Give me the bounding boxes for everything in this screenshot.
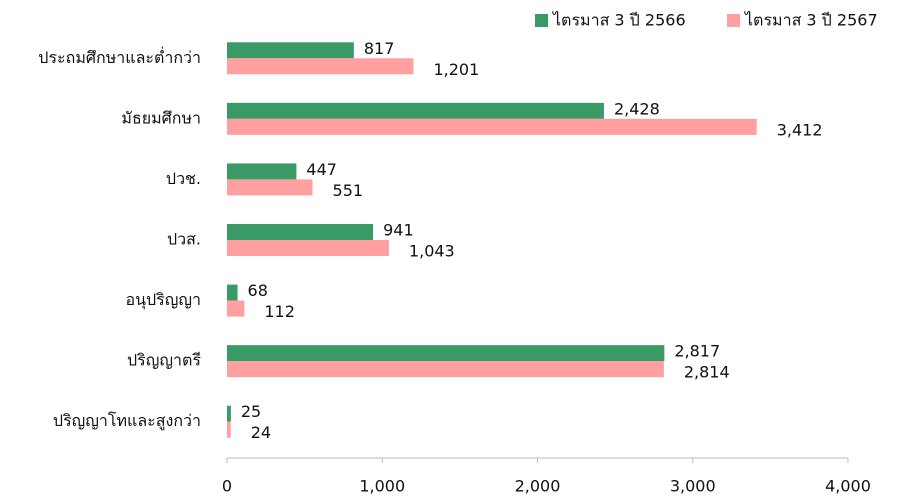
value-label: 2,817 <box>674 342 720 361</box>
y-tick-label: อนุปริญญา <box>125 290 201 310</box>
bar <box>227 421 231 438</box>
x-tick-label: 2,000 <box>515 477 561 496</box>
legend-label: ไตรมาส 3 ปี 2567 <box>743 11 878 30</box>
bar <box>227 42 354 59</box>
bar <box>227 224 374 240</box>
value-label: 2,428 <box>614 99 660 118</box>
x-tick-label: 1,000 <box>359 477 405 496</box>
value-label: 551 <box>333 181 364 200</box>
y-tick-label: ปวช. <box>166 169 201 188</box>
bar <box>227 284 238 301</box>
bar <box>227 102 604 119</box>
legend-label: ไตรมาส 3 ปี 2566 <box>551 11 686 30</box>
bar <box>227 345 665 362</box>
bar <box>227 163 297 180</box>
value-label: 2,814 <box>684 363 730 382</box>
bar <box>227 179 313 196</box>
value-label: 817 <box>364 39 395 58</box>
bar <box>227 118 757 135</box>
y-tick-label: ปวส. <box>167 230 201 249</box>
value-label: 25 <box>241 402 261 421</box>
bar <box>227 361 664 378</box>
value-label: 1,201 <box>433 60 479 79</box>
y-tick-label: มัธยมศึกษา <box>121 108 201 127</box>
x-tick-label: 4,000 <box>825 477 871 496</box>
legend-swatch <box>535 14 548 27</box>
value-label: 112 <box>264 302 295 321</box>
y-tick-label: ปริญญาตรี <box>127 351 201 370</box>
x-tick-label: 3,000 <box>670 477 716 496</box>
legend-swatch <box>727 14 740 27</box>
y-tick-label: ประถมศึกษาและต่ำกว่า <box>38 46 201 67</box>
value-label: 941 <box>383 221 414 240</box>
value-label: 3,412 <box>777 120 823 139</box>
y-tick-label: ปริญญาโทและสูงกว่า <box>53 411 201 431</box>
value-label: 68 <box>248 281 268 300</box>
bar <box>227 58 414 75</box>
x-tick-label: 0 <box>222 477 232 496</box>
value-label: 1,043 <box>409 242 455 261</box>
bar <box>227 405 231 422</box>
value-label: 447 <box>306 160 337 179</box>
value-label: 24 <box>251 423 271 442</box>
bar <box>227 240 389 256</box>
bar <box>227 300 245 317</box>
